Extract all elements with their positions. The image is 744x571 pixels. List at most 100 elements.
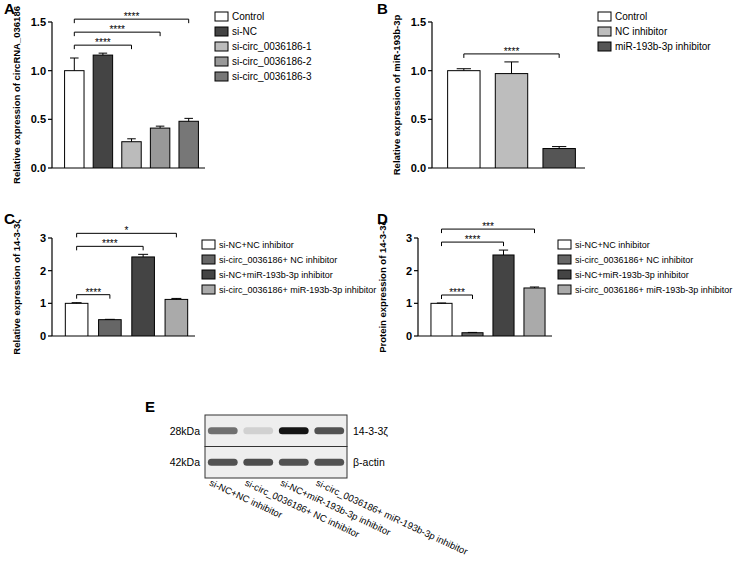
blot-band bbox=[314, 427, 344, 434]
y-tick-label: 1 bbox=[40, 297, 46, 309]
significance-label: **** bbox=[109, 24, 125, 35]
error-cap bbox=[127, 138, 136, 139]
legend-swatch bbox=[215, 27, 228, 36]
legend: Control si-NC si-circ_0036186-1 si-circ_003… bbox=[215, 11, 312, 82]
significance-label: **** bbox=[449, 287, 465, 298]
legend-label: NC inhibitor bbox=[615, 26, 668, 37]
y-axis-label: Relative expression of miR-193b-3p bbox=[391, 15, 402, 176]
blot-band bbox=[208, 427, 238, 434]
y-tick-label: 1.5 bbox=[411, 16, 426, 28]
marks bbox=[448, 62, 576, 168]
legend-label: si-circ_0036186-1 bbox=[232, 41, 312, 52]
error-cap bbox=[552, 146, 566, 147]
legend: si-NC+NC inhibitorsi-circ_0036186+ NC in… bbox=[558, 240, 732, 295]
legend-label: si-circ_0036186+ NC inhibitor bbox=[219, 255, 337, 265]
legend-swatch bbox=[215, 57, 228, 66]
legend-swatch bbox=[215, 12, 228, 21]
legend-label: si-NC+miR-193b-3p inhibitor bbox=[219, 270, 333, 280]
legend-swatch bbox=[202, 255, 215, 264]
error-bar bbox=[127, 139, 136, 142]
legend-label: Control bbox=[232, 11, 264, 22]
significance-label: **** bbox=[465, 234, 481, 245]
legend-label: Control bbox=[615, 11, 647, 22]
y-tick bbox=[414, 237, 418, 238]
error-bar bbox=[72, 302, 82, 304]
blot-band bbox=[279, 427, 309, 434]
bar bbox=[165, 299, 188, 336]
error-bar bbox=[530, 287, 539, 289]
error-line bbox=[74, 58, 75, 71]
blot-band bbox=[279, 459, 309, 466]
error-bar bbox=[552, 147, 566, 149]
panel-label: B bbox=[377, 0, 388, 17]
error-cap bbox=[457, 68, 471, 69]
marks bbox=[65, 53, 199, 168]
y-tick-label: 1.0 bbox=[411, 65, 426, 77]
legend-swatch bbox=[202, 285, 215, 294]
lane-label: si-circ_0036186+ miR-193b-3p inhibitor bbox=[314, 477, 469, 557]
chart-panel: A0.00.51.01.5Relative expression of circ… bbox=[4, 0, 312, 184]
legend-swatch bbox=[215, 42, 228, 51]
error-cap bbox=[504, 61, 518, 62]
legend-swatch bbox=[202, 270, 215, 279]
chart-panel: D0123Protein expression of 14-3-3ζ******… bbox=[377, 210, 732, 353]
bar bbox=[179, 121, 198, 168]
chart-panel: C0123Relative expression of 14-3-3ζ*****… bbox=[4, 210, 376, 355]
legend-swatch bbox=[202, 240, 215, 249]
y-tick bbox=[414, 335, 418, 336]
band-size: 42kDa bbox=[170, 456, 201, 468]
error-bar bbox=[70, 58, 79, 71]
legend-label: si-NC bbox=[232, 26, 257, 37]
error-cap bbox=[184, 118, 193, 119]
error-bar bbox=[171, 298, 181, 300]
y-axis-label: Protein expression of 14-3-3ζ bbox=[377, 221, 388, 353]
y-tick-label: 1 bbox=[406, 297, 412, 309]
band-name: β-actin bbox=[353, 456, 385, 468]
legend-swatch bbox=[558, 255, 571, 264]
y-tick-label: 0.5 bbox=[31, 113, 46, 125]
legend-swatch bbox=[558, 240, 571, 249]
y-tick bbox=[48, 303, 52, 304]
band-name: 14-3-3ζ bbox=[353, 425, 388, 437]
y-tick-label: 1.5 bbox=[31, 16, 46, 28]
legend-label: si-NC+NC inhibitor bbox=[575, 240, 650, 250]
legend-swatch bbox=[558, 270, 571, 279]
significance-label: * bbox=[125, 225, 129, 236]
blot-band bbox=[208, 459, 238, 466]
legend-label: si-circ_0036186-2 bbox=[232, 56, 312, 67]
legend-swatch bbox=[598, 27, 611, 36]
legend-swatch bbox=[215, 72, 228, 81]
y-tick bbox=[428, 21, 432, 22]
significance-label: **** bbox=[504, 46, 520, 57]
y-axis-label: Relative expression of circRNA_036186 bbox=[11, 6, 22, 184]
error-bar bbox=[457, 69, 471, 71]
y-tick-label: 0.0 bbox=[411, 162, 426, 174]
legend: Control NC inhibitor miR-193b-3p inhibitor bbox=[598, 11, 711, 52]
y-tick bbox=[48, 270, 52, 271]
error-bar bbox=[184, 118, 193, 121]
y-tick bbox=[48, 335, 52, 336]
error-cap bbox=[499, 250, 508, 251]
error-cap bbox=[105, 319, 115, 320]
y-axis-label: Relative expression of 14-3-3ζ bbox=[11, 219, 22, 355]
blot-panel: E28kDa14-3-3ζ42kDaβ-actinsi-NC+NC inhibi… bbox=[145, 398, 470, 557]
blot-band bbox=[243, 459, 273, 466]
bar bbox=[543, 149, 575, 168]
error-cap bbox=[437, 303, 446, 304]
panel-label: E bbox=[145, 398, 155, 415]
error-bar bbox=[499, 250, 508, 255]
y-tick bbox=[48, 167, 52, 168]
legend-label: si-NC+NC inhibitor bbox=[219, 240, 294, 250]
significance-label: *** bbox=[482, 221, 494, 232]
y-tick bbox=[48, 21, 52, 22]
bar bbox=[493, 255, 514, 336]
error-cap bbox=[530, 287, 539, 288]
legend-label: si-circ_0036186+ miR-193b-3p inhibitor bbox=[219, 285, 376, 295]
y-tick bbox=[428, 167, 432, 168]
y-tick-label: 2 bbox=[40, 265, 46, 277]
legend-label: miR-193b-3p inhibitor bbox=[615, 41, 711, 52]
significance-label: **** bbox=[95, 37, 111, 48]
bar bbox=[93, 55, 112, 168]
error-bar bbox=[156, 126, 165, 128]
legend-swatch bbox=[598, 42, 611, 51]
